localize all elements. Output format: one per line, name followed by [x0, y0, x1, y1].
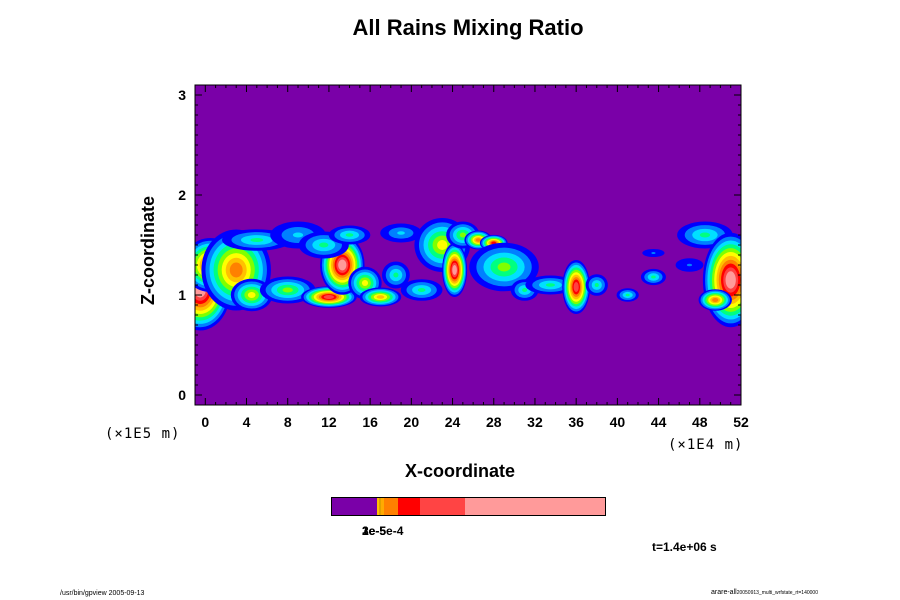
axis-ticks	[194, 84, 742, 406]
rain-cell-2-level-8	[229, 262, 243, 278]
time-label: t=1.4e+06 s	[652, 540, 717, 554]
x-tick-label: 12	[321, 414, 337, 430]
x-tick-label: 44	[651, 414, 667, 430]
x-tick-label: 52	[733, 414, 749, 430]
footer-left: /usr/bin/gpview 2005-09-13	[60, 590, 145, 597]
x-tick-label: 4	[243, 414, 251, 430]
rain-cell-25-level-4	[594, 283, 599, 287]
rain-cell-19-level-8	[475, 238, 481, 242]
footer-right-small: 20050913_multi_wrfstate_rt=140000	[736, 590, 818, 596]
rain-cell-15-level-4	[417, 288, 426, 292]
colorbar-segment-0	[332, 498, 378, 515]
rain-cell-16-level-6	[437, 240, 448, 250]
rain-cell-24-level-10	[573, 282, 579, 292]
colorbar-labels: 1e-5 2e-5 3e-5e-4	[350, 524, 430, 540]
rain-field	[195, 218, 741, 331]
rain-cell-28-level-2	[651, 252, 656, 254]
colorbar-segment-1	[377, 498, 379, 515]
x-tick-label: 28	[486, 414, 502, 430]
z-scale-note: (×1E5 m)	[105, 426, 181, 442]
rain-cell-17-level-11	[452, 265, 457, 275]
z-tick-label: 3	[178, 87, 186, 103]
rain-cell-11-level-6	[361, 280, 369, 286]
x-tick-label: 48	[692, 414, 708, 430]
colorbar-label-1: 2e-5	[362, 524, 387, 538]
rain-cell-10-level-4	[345, 233, 354, 237]
colorbar-segment-7	[465, 498, 605, 515]
x-tick-label: 0	[201, 414, 209, 430]
colorbar-segment-4	[383, 498, 399, 515]
footer-right-main: arare-all	[711, 589, 737, 596]
x-tick-label: 20	[404, 414, 420, 430]
rain-cell-7-level-10	[323, 295, 335, 299]
rain-cell-26-level-4	[625, 293, 630, 297]
z-tick-label: 2	[178, 187, 186, 203]
rain-cell-12-level-7	[376, 295, 385, 299]
footer-right: arare-all20050913_multi_wrfstate_rt=1400…	[711, 589, 818, 596]
x-tick-label: 16	[362, 414, 378, 430]
x-tick-label: 40	[610, 414, 626, 430]
x-tick-label: 24	[445, 414, 461, 430]
rain-cell-21-level-5	[497, 262, 511, 272]
colorbar-segment-2	[378, 498, 381, 515]
z-axis-label: Z-coordinate	[138, 195, 158, 305]
rain-cell-27-level-4	[651, 275, 656, 279]
x-tick-label: 32	[527, 414, 543, 430]
rain-cell-23-level-4	[545, 283, 556, 287]
rain-cell-5-level-5	[282, 287, 293, 293]
rain-cell-13-level-4	[393, 272, 399, 278]
colorbar-label-2: 3e-5e-4	[362, 524, 404, 538]
rain-cell-6-level-3	[292, 232, 304, 238]
z-tick-label: 0	[178, 387, 186, 403]
colorbar-segment-6	[420, 498, 466, 515]
chart-title: All Rains Mixing Ratio	[352, 15, 584, 40]
colorbar-label-0: 1e-5	[362, 524, 387, 538]
z-tick-label: 1	[178, 287, 186, 303]
rain-cell-31-level-11	[725, 271, 736, 289]
rain-cell-8-level-11	[338, 259, 347, 271]
rain-cell-29-level-2	[686, 263, 693, 267]
rain-cell-30-level-4	[699, 232, 711, 238]
rain-cell-18-level-5	[459, 232, 466, 238]
rain-cell-4-level-4	[250, 238, 264, 242]
rain-cell-3-level-6	[247, 292, 256, 298]
x-scale-note: (×1E4 m)	[668, 437, 744, 453]
x-axis-label: X-coordinate	[405, 461, 516, 481]
rain-cell-9-level-4	[319, 242, 329, 248]
x-tick-label: 36	[568, 414, 584, 430]
colorbar-segment-5	[398, 498, 421, 515]
colorbar	[331, 497, 606, 516]
x-tick-label: 8	[284, 414, 292, 430]
rain-cell-22-level-4	[522, 288, 528, 292]
colorbar-segment-3	[380, 498, 384, 515]
rain-cell-32-level-8	[712, 298, 719, 302]
rain-cell-14-level-3	[397, 231, 405, 235]
